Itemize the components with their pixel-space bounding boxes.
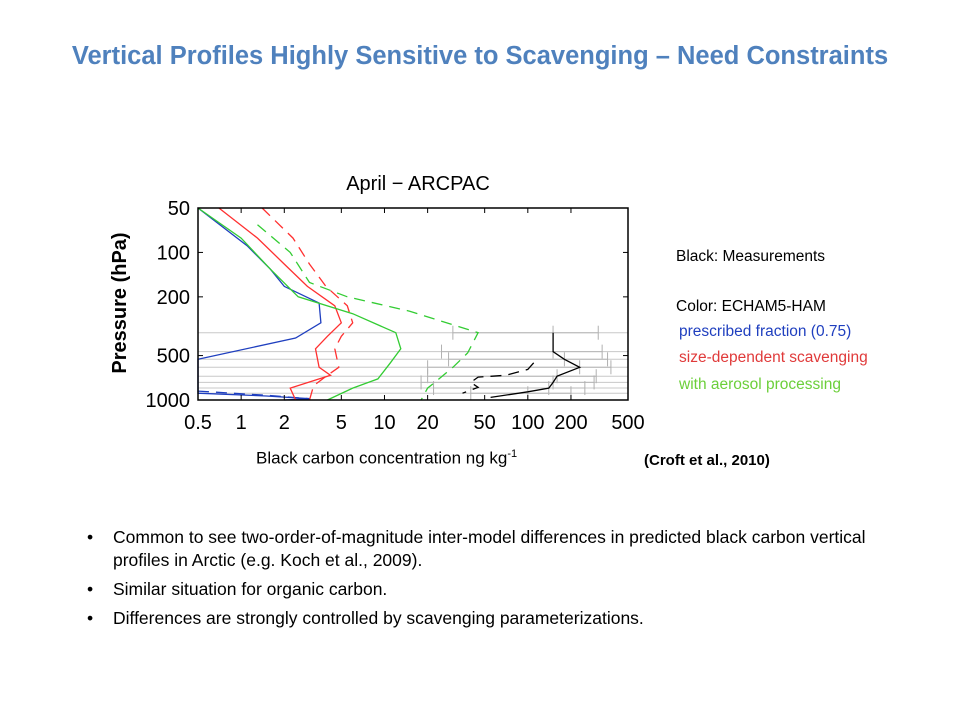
x-tick-label: 500 [611,412,644,434]
plot-frame [197,207,629,401]
black-solid-profile-line [490,332,582,399]
y-tick-label: 200 [157,287,190,309]
slide-title: Vertical Profiles Highly Sensitive to Sc… [71,42,889,70]
legend-model: Color: ECHAM5-HAM [676,298,826,315]
x-axis-caption-text: Black carbon concentration ng kg [256,448,508,468]
citation: (Croft et al., 2010) [644,452,770,469]
x-tick-label: 1 [236,412,247,434]
x-axis-caption: Black carbon concentration ng kg-1 [256,448,517,469]
x-axis-caption-exponent: -1 [507,448,518,460]
legend-series-prescribed: prescribed fraction (0.75) [679,323,852,340]
bullet-item: Similar situation for organic carbon. [85,578,915,601]
y-tick-label: 50 [168,198,190,220]
x-tick-label: 2 [279,412,290,434]
x-tick-label: 200 [554,412,587,434]
x-tick-label: 100 [511,412,544,434]
x-tick-label: 5 [336,412,347,434]
blue-solid-profile-line [197,207,322,401]
y-tick-label: 1000 [146,390,191,412]
black-dashed-profile-line [462,362,535,394]
legend-series-size-dependent: size-dependent scavenging [679,349,868,366]
legend-series-aerosol-processing: with aerosol processing [679,376,841,393]
y-tick-label: 500 [157,346,190,368]
green-solid-profile-line [197,207,402,401]
y-tick-label: 100 [157,242,190,264]
y-axis-label: Pressure (hPa) [109,232,131,373]
x-tick-label: 10 [373,412,395,434]
legend-measurements: Black: Measurements [676,248,826,265]
green-dashed-profile-line [257,224,480,401]
x-tick-label: 50 [474,412,496,434]
bullet-list: Common to see two-order-of-magnitude int… [85,526,915,636]
chart-title: April − ARCPAC [346,173,490,195]
red-dashed-profile-line [261,207,354,401]
x-tick-label: 0.5 [184,412,212,434]
bullet-item: Differences are strongly controlled by s… [85,607,915,630]
bullet-item: Common to see two-order-of-magnitude int… [85,526,915,572]
x-tick-label: 20 [417,412,439,434]
